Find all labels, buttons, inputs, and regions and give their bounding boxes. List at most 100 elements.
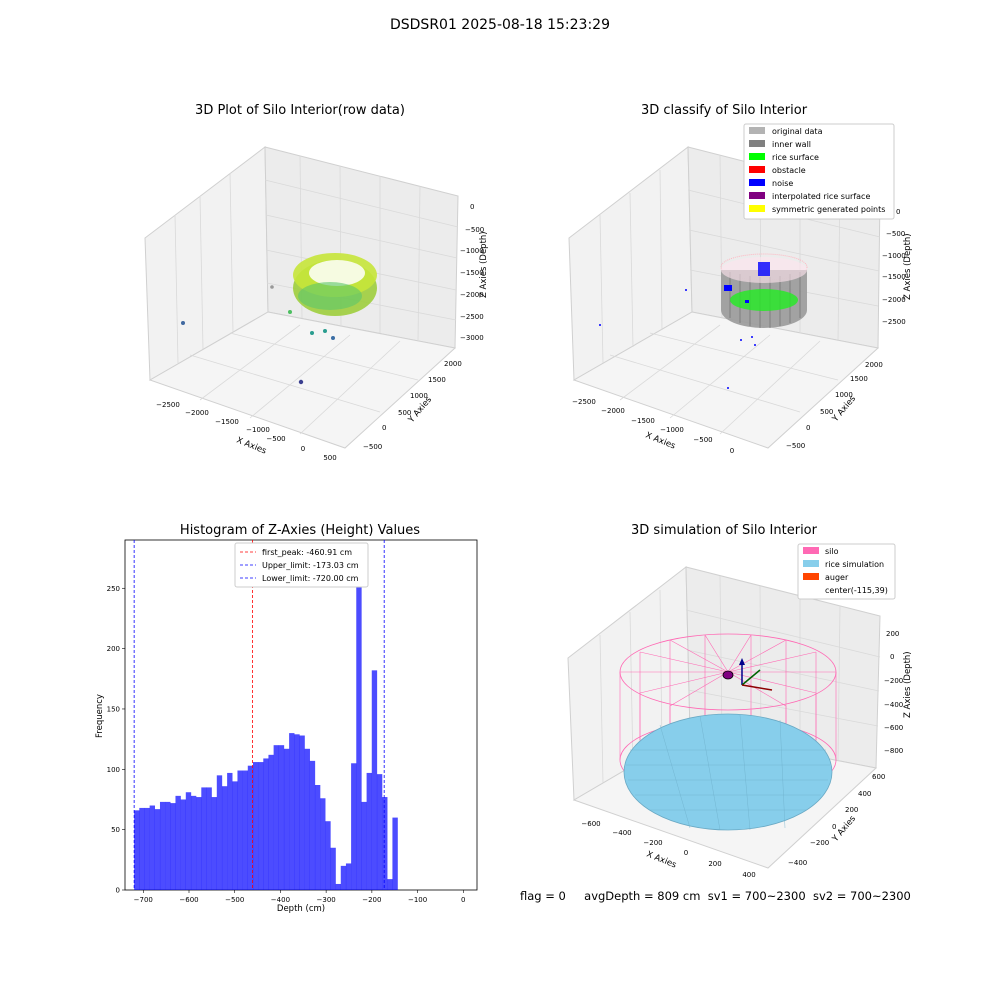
histogram-bar — [387, 879, 393, 890]
avg-depth-text: avgDepth = 809 cm — [584, 889, 701, 903]
p4-xtick: 200 — [708, 860, 721, 868]
histogram-bar — [330, 847, 336, 890]
p2-ytick: 0 — [806, 424, 810, 432]
p2-ytick: 500 — [820, 408, 833, 416]
histogram-xtick: −100 — [408, 896, 427, 904]
p2-ytick: −500 — [786, 442, 805, 450]
histogram-bar — [392, 817, 398, 890]
p2-legend-label: inner wall — [772, 140, 811, 149]
histogram-bar — [206, 787, 212, 890]
p2-xtick: −500 — [693, 436, 712, 444]
p1-ytick: −500 — [363, 443, 382, 451]
panel1-3d-axes: −2500 −2000 −1500 −1000 −500 0 500 X Axi… — [144, 146, 489, 462]
p2-legend: original data inner wall rice surface obsta… — [743, 123, 895, 220]
p2-legend-label: original data — [772, 127, 823, 136]
p1-xtick: −1500 — [215, 418, 239, 426]
histogram-bar — [371, 670, 378, 890]
histogram-bar — [170, 803, 176, 890]
histogram-bar — [273, 745, 279, 890]
p2-legend-label: interpolated rice surface — [772, 192, 870, 201]
p2-point-cloud — [599, 253, 808, 389]
p2-legend-label: obstacle — [772, 166, 806, 175]
histogram-bar — [340, 865, 347, 890]
p4-legend-label: center(-115,39) — [825, 586, 888, 595]
p2-ytick: 1500 — [850, 375, 868, 383]
histogram-bar — [154, 809, 161, 890]
histogram-xlabel: Depth (cm) — [277, 904, 325, 914]
p1-ytick: 2000 — [444, 360, 462, 368]
histogram-title: Histogram of Z-Axies (Height) Values — [179, 523, 421, 538]
histogram-bar — [185, 792, 192, 890]
p2-xtick: 0 — [730, 447, 734, 455]
histogram-bar — [345, 863, 352, 890]
p1-xtick: 0 — [301, 445, 305, 453]
histogram-ytick: 100 — [107, 766, 120, 774]
p1-ztick: −3000 — [460, 334, 484, 342]
p4-xtick: 400 — [742, 871, 755, 879]
histogram-bar — [335, 883, 341, 890]
histogram-xtick: −200 — [362, 896, 381, 904]
histogram-bar — [159, 801, 166, 890]
p1-ztick: −1000 — [460, 247, 484, 255]
histogram-bar — [247, 765, 254, 890]
histogram-xtick: −300 — [317, 896, 336, 904]
p4-ztick: −200 — [884, 677, 903, 685]
histogram-bar — [165, 801, 171, 890]
p2-ztick: −2500 — [882, 318, 906, 326]
histogram-bar — [216, 775, 223, 890]
auger-marker — [722, 658, 773, 691]
histogram-xtick: 0 — [461, 896, 465, 904]
figure-title: DSDSR01 2025-08-18 15:23:29 — [389, 17, 610, 33]
histogram-bar — [289, 733, 295, 890]
p1-ztick: 0 — [470, 203, 474, 211]
histogram-bar — [175, 795, 181, 890]
p2-ztick: 0 — [896, 208, 900, 216]
p2-xtick: −2500 — [572, 398, 596, 406]
panel2-3d-axes: −2500 −2000 −1500 −1000 −500 0 X Axies −… — [568, 123, 913, 455]
p4-legend-label: rice simulation — [825, 560, 884, 569]
p4-xtick: −600 — [581, 820, 600, 828]
p4-xtick: 0 — [684, 849, 688, 857]
p2-xtick: −1500 — [631, 417, 655, 425]
p4-ytick: −400 — [788, 859, 807, 867]
p4-ytick: 0 — [832, 823, 836, 831]
p4-legend-swatch — [803, 573, 819, 580]
p4-xtick: −400 — [612, 829, 631, 837]
p4-ytick: 400 — [858, 790, 871, 798]
p1-xtick: −2000 — [185, 409, 209, 417]
histogram-bar — [144, 807, 150, 890]
histogram-bar — [134, 810, 140, 890]
histogram-bar — [268, 754, 274, 890]
histogram-bar — [351, 763, 357, 890]
panel2-title: 3D classify of Silo Interior — [640, 103, 808, 118]
histogram-bar — [242, 770, 248, 890]
histogram-ytick: 250 — [107, 585, 120, 593]
p2-ztick: −1000 — [882, 252, 906, 260]
p1-ztick: −500 — [465, 226, 484, 234]
histogram-ytick: 150 — [107, 705, 120, 713]
flag-text: flag = 0 — [520, 889, 566, 903]
histogram-xticks: −700 −600 −500 −400 −300 −200 −100 0 — [134, 890, 466, 904]
histogram-legend-label: Upper_limit: -173.03 cm — [262, 561, 359, 570]
histogram-yticks: 0 50 100 150 200 250 — [107, 585, 125, 895]
histogram-legend-label: first_peak: -460.91 cm — [262, 548, 352, 557]
p2-legend-swatch — [749, 127, 765, 134]
p2-ztick: −2000 — [882, 296, 906, 304]
histogram-xtick: −600 — [179, 896, 198, 904]
histogram-bar — [227, 772, 233, 890]
histogram-bar — [314, 785, 321, 890]
histogram-bar — [366, 772, 372, 890]
histogram-ytick: 50 — [111, 826, 120, 834]
p1-ytick: 0 — [382, 424, 386, 432]
histogram-bar — [190, 795, 197, 890]
histogram-bar — [278, 745, 285, 890]
p2-legend-swatch — [749, 179, 765, 186]
histogram-xtick: −700 — [134, 896, 153, 904]
p1-xtick: −500 — [266, 435, 285, 443]
p2-xtick: −2000 — [601, 407, 625, 415]
p4-legend-label: silo — [825, 547, 839, 556]
p4-ztick: −800 — [884, 747, 903, 755]
panel1-title: 3D Plot of Silo Interior(row data) — [195, 103, 405, 118]
p1-ztick: −2000 — [460, 291, 484, 299]
p2-ytick: 2000 — [865, 361, 883, 369]
